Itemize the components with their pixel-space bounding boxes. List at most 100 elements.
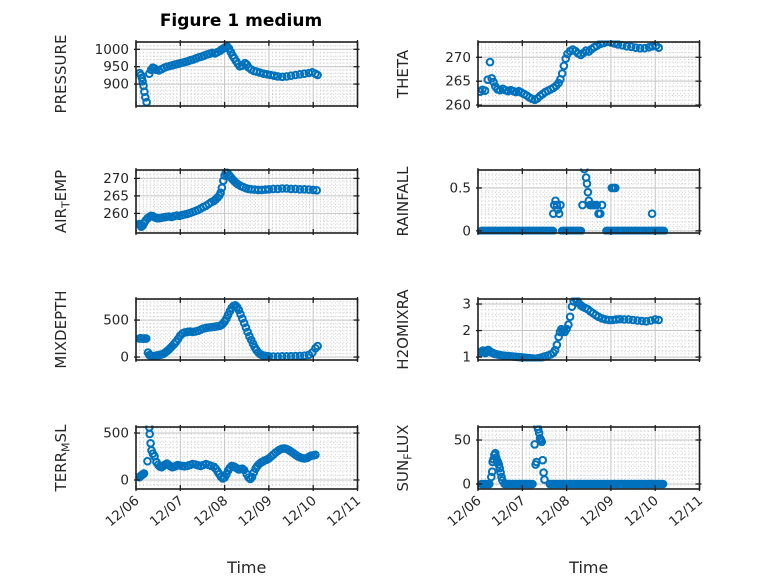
data-point — [238, 314, 247, 323]
data-point — [548, 226, 558, 235]
y-tick-label: 950 — [103, 59, 129, 75]
axes-box — [477, 169, 701, 234]
scatter-series — [477, 425, 668, 489]
data-point — [291, 70, 300, 80]
data-point — [658, 479, 668, 489]
data-point — [642, 317, 651, 326]
axes-box — [477, 298, 701, 361]
major-grid — [478, 42, 700, 106]
tick-marks — [476, 297, 702, 362]
data-point — [496, 468, 505, 477]
axes-box — [135, 298, 359, 361]
data-point — [137, 73, 147, 83]
data-point — [562, 324, 571, 334]
data-point — [552, 340, 562, 350]
data-point — [592, 200, 602, 210]
data-point — [234, 305, 244, 315]
data-point — [582, 179, 592, 188]
minor-grid — [478, 42, 700, 106]
data-point — [269, 184, 278, 194]
x-tick-labels: 12/06 12/07 12/08 12/09 12/10 12/11 — [444, 493, 706, 530]
tick-marks — [134, 425, 360, 491]
x-tick-labels: 12/06 12/07 12/08 12/09 12/10 12/11 — [102, 493, 364, 530]
data-point — [273, 72, 283, 81]
data-point — [282, 184, 291, 193]
data-point — [480, 86, 490, 95]
x-tick-label: 12/10 — [622, 493, 662, 530]
axes-box — [135, 41, 359, 107]
x-tick-label: 12/09 — [577, 493, 617, 530]
data-point — [613, 40, 623, 49]
data-point — [219, 176, 228, 186]
x-tick-label: 12/07 — [147, 493, 187, 530]
data-point — [308, 185, 318, 195]
y-axis-label: H2OMIXRA — [394, 289, 412, 370]
y-tick-label: 900 — [103, 77, 129, 93]
data-point — [241, 323, 251, 332]
data-point — [633, 316, 642, 325]
data-point — [611, 183, 620, 193]
y-tick-label: 3 — [462, 297, 471, 313]
data-point — [580, 168, 589, 174]
data-point — [615, 314, 625, 324]
y-tick-label: 1 — [462, 350, 471, 366]
x-tick-label: 12/06 — [102, 493, 142, 530]
minor-grid — [136, 427, 358, 489]
x-tick-label: 12/11 — [324, 493, 364, 530]
data-point — [304, 185, 314, 194]
data-point — [647, 209, 657, 218]
data-point — [312, 186, 322, 195]
y-tick-label: 500 — [103, 426, 129, 442]
subplot-sun-flux: 0 50 SUNFLUX 12/06 12/07 12/08 12/09 12/10 12/11… — [394, 425, 706, 577]
data-point — [247, 472, 257, 482]
data-point — [640, 43, 649, 53]
data-point — [597, 200, 607, 210]
data-point — [139, 469, 149, 478]
data-point — [141, 93, 150, 102]
data-point — [624, 315, 633, 324]
data-point — [300, 351, 309, 361]
data-point — [635, 43, 645, 53]
data-point — [239, 318, 249, 328]
y-tick-label: 0 — [462, 476, 471, 492]
data-point — [291, 184, 300, 194]
data-point — [552, 200, 562, 210]
x-axis-label: Time — [226, 558, 266, 577]
subplot-mixdepth: 0 500 MIXDEPTH — [52, 290, 360, 369]
y-tick-label: 0 — [462, 223, 471, 239]
axes-box — [135, 426, 359, 490]
data-point — [313, 341, 322, 351]
scatter-series — [477, 168, 669, 235]
tick-marks — [134, 40, 360, 108]
x-axis-label: Time — [568, 558, 608, 577]
x-tick-label: 12/11 — [666, 493, 706, 530]
x-tick-label: 12/07 — [489, 493, 529, 530]
data-point — [264, 185, 274, 194]
y-tick-labels: 00.5 — [450, 180, 471, 239]
data-point — [556, 200, 565, 210]
data-point — [243, 327, 252, 337]
scatter-series — [135, 301, 322, 361]
y-axis-label: MIXDEPTH — [52, 290, 70, 368]
y-tick-label: 0 — [120, 472, 129, 488]
y-tick-label: 265 — [445, 74, 471, 90]
data-point — [583, 187, 593, 197]
data-point — [540, 475, 549, 484]
data-point — [628, 315, 638, 325]
data-point — [487, 467, 497, 477]
y-tick-labels: 1 2 3 — [462, 297, 471, 366]
y-axis-label: AIRTEMP — [52, 170, 73, 233]
data-point — [596, 209, 605, 218]
y-tick-label: 0 — [120, 350, 129, 366]
data-point — [489, 77, 498, 87]
tick-marks — [476, 425, 702, 491]
data-point — [311, 450, 320, 460]
data-point — [277, 72, 287, 82]
y-tick-labels: 0 500 — [103, 426, 129, 489]
y-tick-label: 500 — [103, 313, 129, 329]
data-point — [654, 315, 664, 325]
data-point — [277, 184, 287, 193]
